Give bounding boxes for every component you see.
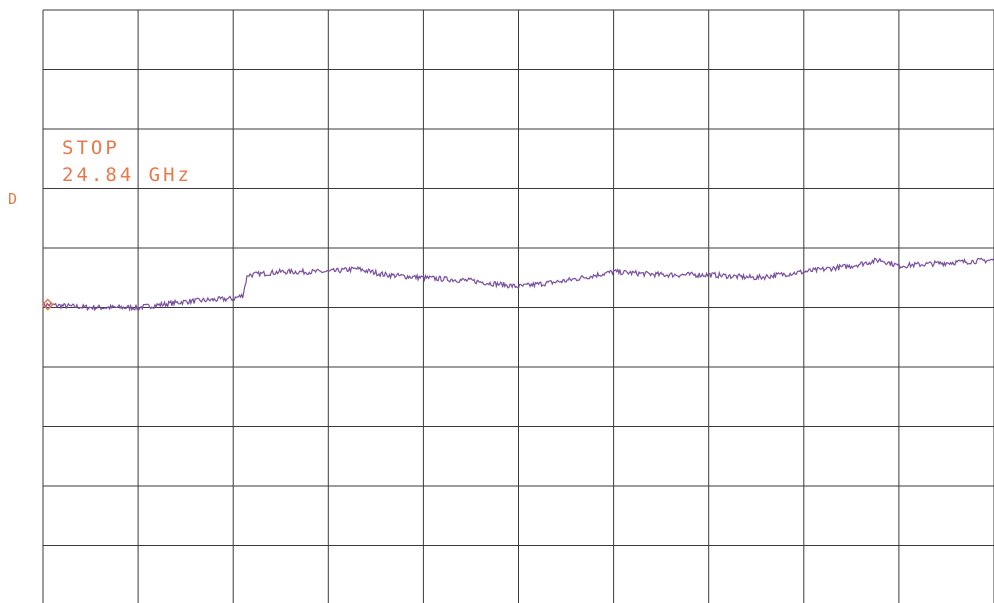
stop-label: STOP [62, 137, 120, 159]
channel-letter-d: D [8, 190, 17, 208]
stop-frequency: 24.84 GHz [62, 164, 192, 186]
label-layer: STOP 24.84 GHz D [8, 137, 192, 208]
reference-marker [41, 298, 54, 311]
trace-layer [42, 257, 994, 312]
trace-line [42, 257, 994, 312]
marker-layer [41, 298, 54, 311]
grid [42, 9, 994, 603]
